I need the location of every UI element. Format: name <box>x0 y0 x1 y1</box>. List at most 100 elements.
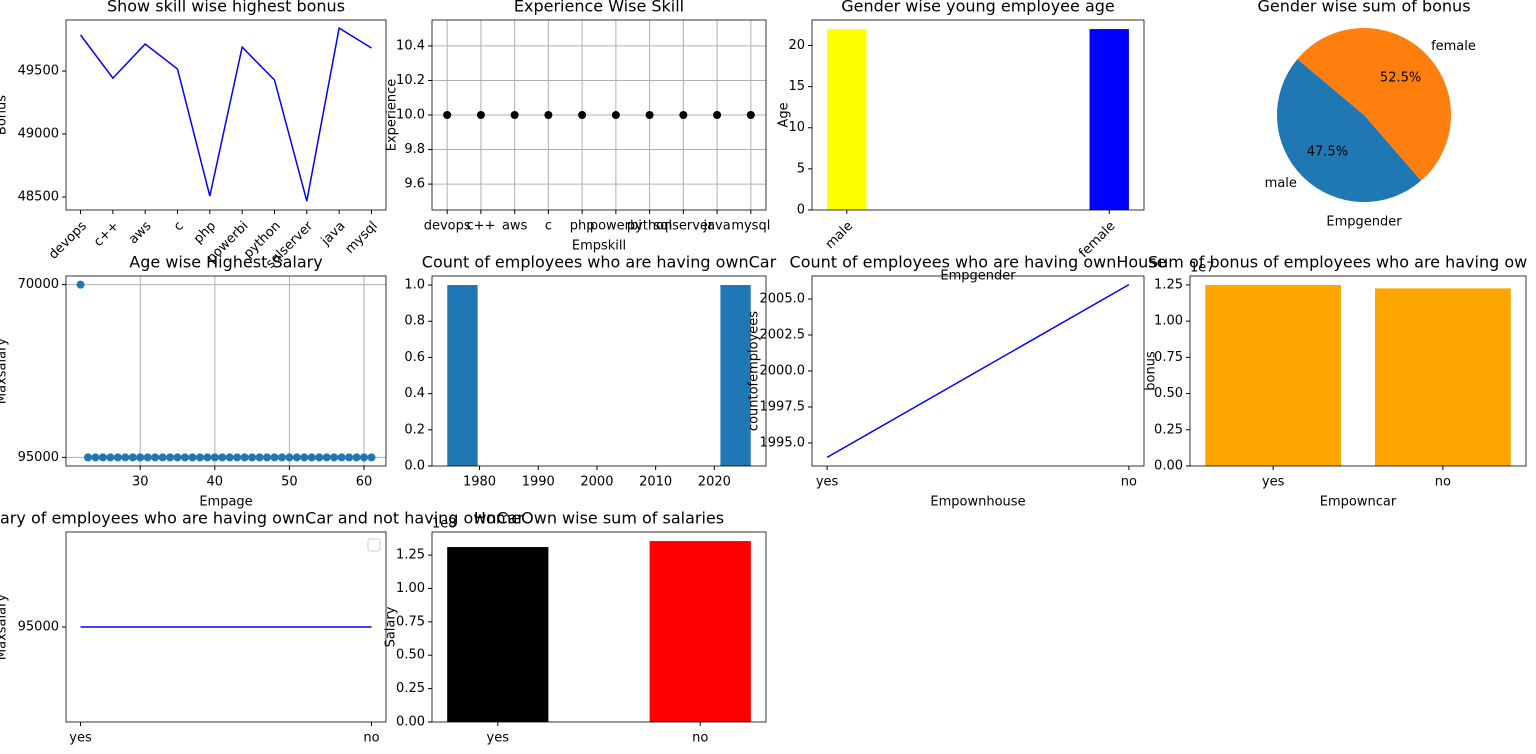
bar <box>1205 285 1342 466</box>
y-tick-label: 1.0 <box>404 278 425 293</box>
point <box>367 453 376 462</box>
x-tick-label: sqlserver <box>653 219 713 234</box>
y-tick-label: 10.2 <box>396 73 425 88</box>
x-tick-label: devops <box>46 219 90 263</box>
y-tick-label: 1.25 <box>1154 277 1183 292</box>
point <box>76 280 85 289</box>
y-tick-label: 2005.0 <box>760 292 806 307</box>
point <box>645 111 654 119</box>
slice-percent: 52.5% <box>1380 70 1421 85</box>
chart-title: Sum of bonus of employees who are having… <box>1148 253 1527 272</box>
y-tick-label: 10.4 <box>396 38 425 53</box>
y-tick-label: 2002.5 <box>760 328 806 343</box>
x-tick-label: 1990 <box>522 475 555 490</box>
point <box>225 453 234 462</box>
x-tick-label: c <box>545 219 552 234</box>
x-tick-label: yes <box>487 731 510 746</box>
x-tick-label: 1980 <box>463 475 496 490</box>
x-tick-label: yes <box>69 731 92 746</box>
axes-frame <box>811 19 1145 211</box>
x-tick-label: c <box>171 219 187 235</box>
x-tick-label: 2010 <box>639 475 672 490</box>
point <box>84 453 93 462</box>
y-offset-label: 1e7 <box>1190 261 1215 276</box>
chart-title: Count of employees who are having ownCar <box>422 253 777 272</box>
point <box>121 453 130 462</box>
y-tick-label: 0.75 <box>396 614 425 629</box>
point <box>218 453 227 462</box>
y-tick-label: 2000.0 <box>760 364 806 379</box>
bar <box>1089 29 1129 210</box>
x-axis-label: Empage <box>199 495 252 510</box>
point <box>91 453 100 462</box>
point <box>173 453 182 462</box>
bar <box>1374 288 1511 466</box>
bar <box>447 285 478 466</box>
point <box>337 453 346 462</box>
x-tick-label: 60 <box>356 475 373 490</box>
x-tick-label: no <box>692 731 708 746</box>
point <box>233 453 242 462</box>
point <box>330 453 339 462</box>
y-tick-label: 10.0 <box>396 108 425 123</box>
y-tick-label: 1.00 <box>1154 314 1183 329</box>
slice-label: female <box>1431 39 1476 54</box>
x-tick-label: mysql <box>343 219 381 257</box>
point <box>510 111 519 119</box>
chart-title: Show skill wise highest bonus <box>107 0 345 16</box>
axes-frame <box>1189 275 1527 467</box>
y-axis-label: Salary <box>384 606 399 647</box>
y-tick-label: 0.4 <box>404 386 425 401</box>
point <box>255 453 264 462</box>
y-tick-label: 20 <box>788 38 805 53</box>
x-axis-label: Empownhouse <box>930 495 1025 510</box>
x-tick-label: aws <box>126 219 155 248</box>
y-axis-label: Bonus <box>0 95 10 135</box>
x-tick-label: 50 <box>281 475 298 490</box>
y-tick-label: 49000 <box>18 127 59 142</box>
x-tick-label: 30 <box>132 475 149 490</box>
y-axis-label: Maxsalary <box>0 338 10 405</box>
point <box>285 453 294 462</box>
x-tick-label: 2020 <box>698 475 731 490</box>
axes-frame <box>811 275 1145 467</box>
point <box>180 453 189 462</box>
x-tick-label: php <box>570 219 595 234</box>
axes-frame <box>65 275 387 467</box>
point <box>307 453 316 462</box>
point <box>210 453 219 462</box>
point <box>195 453 204 462</box>
point <box>106 453 115 462</box>
y-tick-label: 10 <box>788 120 805 135</box>
point <box>270 453 279 462</box>
point <box>263 453 272 462</box>
point <box>713 111 722 119</box>
pie-slice <box>1297 28 1451 181</box>
point <box>166 453 175 462</box>
y-tick-label: 1995.0 <box>760 435 806 450</box>
chart-title: HomeOwn wise sum of salaries <box>474 509 724 528</box>
y-tick-label: 48500 <box>18 190 59 205</box>
point <box>746 111 755 119</box>
x-tick-label: php <box>191 219 219 247</box>
x-tick-label: java <box>702 219 730 234</box>
chart-title: Age wise Highest Salary <box>129 253 322 272</box>
y-tick-label: 1.00 <box>396 581 425 596</box>
y-tick-label: 0.50 <box>1154 386 1183 401</box>
line <box>826 283 1130 459</box>
point <box>98 453 107 462</box>
point <box>300 453 309 462</box>
y-tick-label: 0.00 <box>396 715 425 730</box>
y-tick-label: 70000 <box>18 277 59 292</box>
x-axis-label: Empgender <box>1326 215 1402 230</box>
y-tick-label: 49500 <box>18 64 59 79</box>
y-tick-label: 9.6 <box>404 177 425 192</box>
y-tick-label: 0.8 <box>404 314 425 329</box>
point <box>128 453 137 462</box>
y-axis-label: Age <box>777 102 792 127</box>
y-offset-label: 1e8 <box>432 517 457 532</box>
y-tick-label: 0.25 <box>396 681 425 696</box>
point <box>578 111 587 119</box>
